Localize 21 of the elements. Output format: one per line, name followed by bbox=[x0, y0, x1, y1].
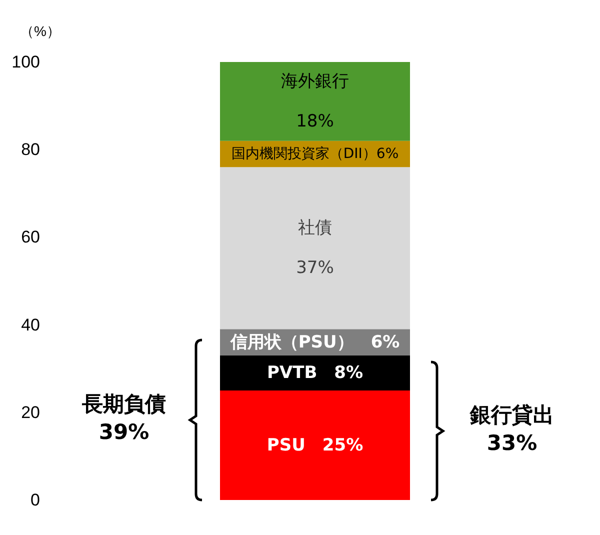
text: 銀行貸出 33% bbox=[470, 402, 554, 457]
y-tick-label: 40 bbox=[21, 315, 40, 334]
y-tick-label: 80 bbox=[21, 140, 40, 160]
series-label: 社債 bbox=[298, 218, 332, 238]
text: PSU 25% bbox=[266, 435, 364, 456]
bar bbox=[220, 62, 410, 141]
y-tick-label: 100 bbox=[12, 52, 40, 72]
series-label: 海外銀行 bbox=[281, 71, 349, 92]
text: 長期負債 39% bbox=[82, 391, 166, 446]
text: 信用状（PSU） 6% bbox=[230, 332, 400, 352]
data-label: 37% bbox=[296, 258, 334, 278]
y-tick-label: 0 bbox=[30, 490, 40, 510]
bar bbox=[220, 390, 410, 500]
y-tick-label: 60 bbox=[21, 228, 40, 247]
text: PVTB 8% bbox=[266, 362, 364, 383]
y-axis-title: （%） bbox=[20, 23, 60, 39]
y-tick-label: 20 bbox=[21, 402, 40, 422]
text: 国内機関投資家（DII）6% bbox=[231, 146, 399, 162]
bar bbox=[220, 355, 410, 390]
data-label: 18% bbox=[296, 111, 334, 132]
bar bbox=[220, 167, 410, 330]
